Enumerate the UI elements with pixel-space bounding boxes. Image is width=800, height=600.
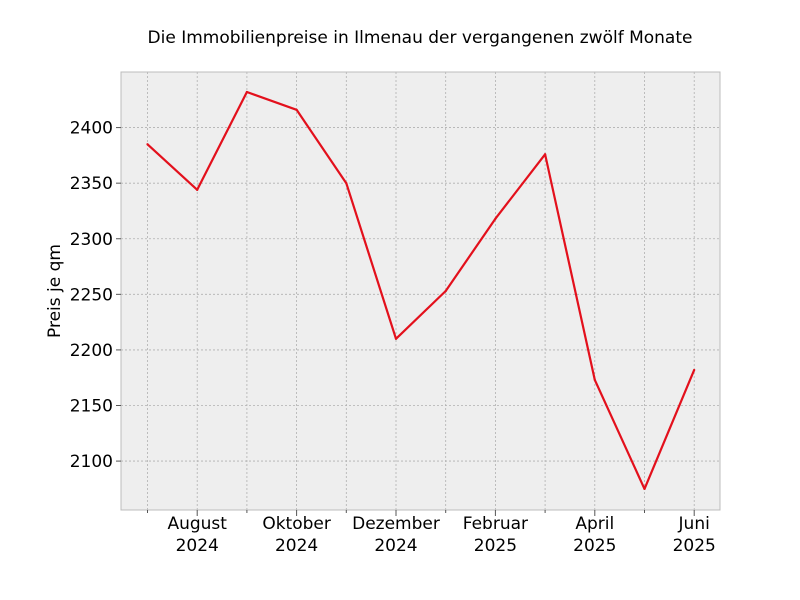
x-tick-label-year: 2025: [673, 536, 716, 556]
x-tick-label: Dezember 2024: [352, 514, 440, 556]
data-point: [196, 188, 199, 191]
data-point: [693, 368, 696, 372]
data-point: [593, 378, 596, 382]
x-tick-label-month: Februar: [463, 514, 528, 534]
data-point: [394, 337, 398, 340]
y-tick-label: 2250: [70, 285, 113, 305]
y-tick-label: 2300: [70, 230, 113, 250]
x-tick-label: August 2024: [167, 514, 227, 556]
data-point: [544, 153, 547, 156]
x-tick-label-year: 2024: [176, 536, 219, 556]
data-point: [245, 90, 248, 94]
y-axis-label: Preis je qm: [45, 244, 65, 338]
x-tick-label-month: Dezember: [352, 514, 440, 534]
x-tick-label: Oktober 2024: [262, 514, 331, 556]
series-layer: [146, 90, 696, 490]
x-tick-label-month: August: [167, 514, 227, 534]
y-axis-ticks: 2100 2150 2200 2250 2300 2350 2400: [70, 119, 121, 472]
x-tick-label: April 2025: [573, 514, 616, 556]
y-tick-label: 2200: [70, 341, 113, 361]
data-point: [494, 217, 497, 220]
chart-title: Die Immobilienpreise in Ilmenau der verg…: [148, 28, 693, 48]
plot-area: [121, 72, 720, 510]
data-point: [643, 487, 646, 490]
data-point: [146, 143, 149, 146]
data-point: [345, 182, 348, 185]
data-point: [444, 289, 447, 293]
x-tick-label-month: Oktober: [262, 514, 331, 534]
y-tick-label: 2400: [70, 119, 113, 139]
x-tick-label-year: 2024: [374, 536, 417, 556]
x-tick-label: Juni 2025: [673, 514, 716, 556]
plot-frame: [120, 71, 721, 511]
y-tick-label: 2350: [70, 174, 113, 194]
x-tick-label: Februar 2025: [463, 514, 528, 556]
data-point: [295, 108, 298, 111]
x-tick-label-month: Juni: [678, 514, 710, 534]
x-gridlines: [147, 72, 695, 510]
x-tick-label-year: 2025: [474, 536, 517, 556]
series-line: [146, 90, 696, 490]
x-tick-label-month: April: [575, 514, 614, 534]
x-tick-label-year: 2025: [573, 536, 616, 556]
x-tick-label-year: 2024: [275, 536, 318, 556]
y-tick-label: 2100: [70, 452, 113, 472]
y-tick-label: 2150: [70, 397, 113, 417]
